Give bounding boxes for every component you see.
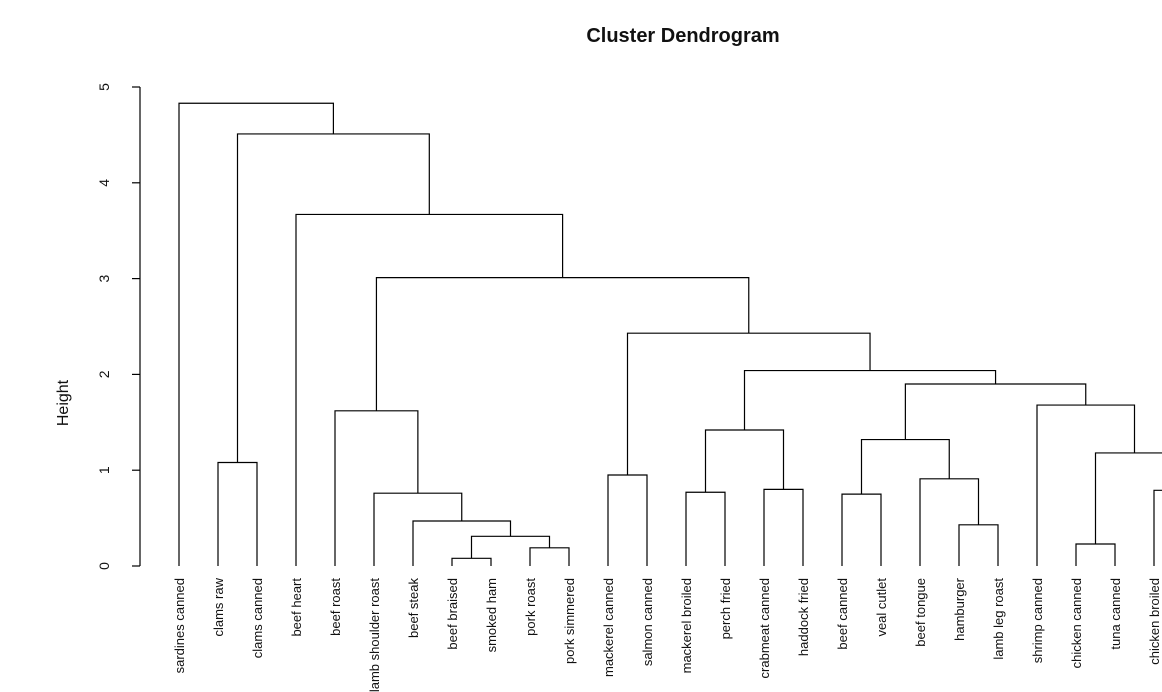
leaf-label: beef braised [445,578,460,650]
leaf-label: clams canned [250,578,265,658]
dendrogram-link [958,524,999,566]
dendrogram-link [295,213,564,566]
dendrogram-link [607,474,648,566]
leaf-label: tuna canned [1108,578,1123,650]
y-tick-label: 4 [96,179,112,187]
dendrogram-link [841,493,882,566]
dendrogram-link [375,277,750,411]
leaf-label: shrimp canned [1030,578,1045,663]
leaf-label: beef steak [406,578,421,638]
y-tick-label: 1 [96,466,112,474]
dendrogram-link [904,383,1087,440]
dendrogram-link [236,133,430,463]
dendrogram-link [1153,489,1162,566]
dendrogram-link [1036,404,1136,566]
dendrogram-link [685,491,726,566]
leaf-label: veal cutlet [874,578,889,637]
leaf-label: beef roast [328,578,343,636]
dendrogram-link [626,332,871,475]
y-tick-label: 3 [96,274,112,282]
dendrogram-link [919,478,980,566]
dendrogram-link [373,492,463,566]
leaf-label: hamburger [952,577,967,641]
y-tick-label: 5 [96,83,112,91]
leaf-label: lamb leg roast [991,578,1006,660]
leaf-label: chicken broiled [1147,578,1162,665]
dendrogram-link [743,369,997,430]
leaf-label: crabmeat canned [757,578,772,678]
leaf-label: perch fried [718,578,733,639]
dendrogram-link [1094,452,1162,544]
dendrogram-link [178,102,334,566]
leaf-label: mackerel broiled [679,578,694,673]
leaf-label: chicken canned [1069,578,1084,668]
dendrogram-link [1075,543,1116,566]
leaf-label: clams raw [211,577,226,636]
dendrogram-link [451,557,492,566]
dendrogram-link [529,547,570,566]
leaf-label: salmon canned [640,578,655,666]
y-tick-label: 2 [96,370,112,378]
leaf-label: beef canned [835,578,850,650]
leaf-label: smoked ham [484,578,499,652]
y-tick-label: 0 [96,562,112,570]
leaf-label: pork simmered [562,578,577,664]
dendrogram-link [217,461,258,566]
leaf-label: haddock fried [796,578,811,656]
dendrogram-link [412,520,512,566]
leaf-label: beef tongue [913,578,928,647]
chart-title: Cluster Dendrogram [586,25,779,47]
leaf-label: lamb shoulder roast [367,578,382,692]
leaf-label: sardines canned [172,578,187,673]
leaf-label: beef heart [289,578,304,637]
y-axis-label: Height [55,379,72,426]
leaf-label: mackerel canned [601,578,616,677]
dendrogram-link [763,488,804,566]
dendrogram-link [334,410,419,566]
leaf-label: pork roast [523,578,538,636]
dendrogram-link [860,438,950,495]
dendrogram-link [704,429,785,493]
